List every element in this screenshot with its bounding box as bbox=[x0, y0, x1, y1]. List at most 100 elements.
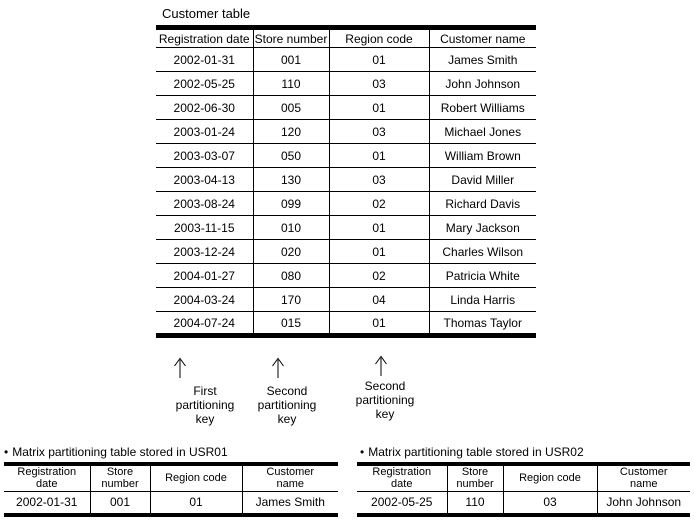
table-cell: 2003-08-24 bbox=[156, 191, 254, 216]
column-header-customer-name: Customer name bbox=[597, 464, 690, 492]
table-cell: 010 bbox=[253, 215, 330, 240]
table-cell: Charles Wilson bbox=[429, 239, 536, 264]
table-row: 2004-03-24 170 04 Linda Harris bbox=[156, 287, 536, 312]
table-cell: 04 bbox=[329, 287, 430, 312]
matrix-partitioning-table-usr02: Registration date Store number Region co… bbox=[357, 462, 690, 517]
matrix-partitioning-table-usr01: Registration date Store number Region co… bbox=[4, 462, 338, 517]
bullet-icon: • bbox=[4, 445, 9, 459]
table-row: 2003-12-24 020 01 Charles Wilson bbox=[156, 239, 536, 264]
matrix-table-header-row: Registration date Store number Region co… bbox=[357, 464, 690, 492]
table-cell: 050 bbox=[253, 143, 330, 168]
column-header-store-number: Store number bbox=[253, 27, 330, 48]
table-cell: Linda Harris bbox=[429, 287, 536, 312]
column-header-region-code: Region code bbox=[329, 27, 430, 48]
table-cell: Robert Williams bbox=[429, 95, 536, 120]
table-cell: 110 bbox=[253, 71, 330, 96]
up-arrow-icon bbox=[375, 355, 387, 376]
table-cell: 170 bbox=[253, 287, 330, 312]
column-header-registration-date: Registration date bbox=[357, 464, 448, 492]
up-arrow-icon bbox=[272, 357, 284, 378]
table-cell: 2002-06-30 bbox=[156, 95, 254, 120]
table-cell: 005 bbox=[253, 95, 330, 120]
table-cell: 03 bbox=[329, 119, 430, 144]
table-cell: 03 bbox=[329, 71, 430, 96]
column-header-customer-name: Customer name bbox=[242, 464, 338, 492]
table-cell: 2003-04-13 bbox=[156, 167, 254, 192]
second-partitioning-key-label: Second partitioning key bbox=[355, 379, 415, 421]
table-cell: 01 bbox=[150, 491, 243, 515]
table-cell: 2003-12-24 bbox=[156, 239, 254, 264]
table-cell: 020 bbox=[253, 239, 330, 264]
bullet-icon: • bbox=[360, 445, 365, 459]
table-row: 2003-01-24 120 03 Michael Jones bbox=[156, 119, 536, 144]
table-cell: 2002-05-25 bbox=[156, 71, 254, 96]
column-header-region-code: Region code bbox=[150, 464, 243, 492]
table-cell: David Miller bbox=[429, 167, 536, 192]
table-cell: Thomas Taylor bbox=[443, 315, 522, 330]
table-cell: 2004-07-24 bbox=[156, 311, 254, 336]
table-cell: 2004-03-24 bbox=[156, 287, 254, 312]
table-row: 2004-07-24 015 01 Thomas Taylor bbox=[156, 311, 536, 336]
table-row: 2002-05-25 110 03 John Johnson bbox=[156, 71, 536, 96]
table-row: 2002-05-25 110 03 John Johnson bbox=[357, 491, 690, 515]
table-cell: 2004-01-27 bbox=[156, 263, 254, 288]
table-cell: John Johnson bbox=[429, 71, 536, 96]
column-header-registration-date: Registration date bbox=[4, 464, 91, 492]
table-cell: 080 bbox=[253, 263, 330, 288]
table-row: 2003-11-15 010 01 Mary Jackson bbox=[156, 215, 536, 240]
customer-table-title: Customer table bbox=[162, 6, 251, 21]
table-cell: 130 bbox=[253, 167, 330, 192]
table-cell: 02 bbox=[329, 191, 430, 216]
table-row: 2002-06-30 005 01 Robert Williams bbox=[156, 95, 536, 120]
table-cell: James Smith bbox=[429, 47, 536, 72]
table-cell: Patricia White bbox=[429, 263, 536, 288]
table-cell: 01 bbox=[329, 95, 430, 120]
table-row: 2003-04-13 130 03 David Miller bbox=[156, 167, 536, 192]
table-cell: 120 bbox=[253, 119, 330, 144]
customer-table-header-row: Registration date Store number Region co… bbox=[156, 27, 536, 48]
table-cell: 2003-11-15 bbox=[156, 215, 254, 240]
table-cell: 03 bbox=[503, 491, 598, 515]
table-cell: 015 bbox=[253, 311, 330, 336]
table-cell: 01 bbox=[329, 239, 430, 264]
table-cell: 2002-01-31 bbox=[4, 491, 91, 515]
table-cell: 01 bbox=[329, 143, 430, 168]
column-header-store-number: Store number bbox=[90, 464, 151, 492]
table-row: 2002-01-31 001 01 James Smith bbox=[4, 491, 338, 515]
table-cell: 01 bbox=[329, 311, 430, 336]
table-cell: 110 bbox=[447, 491, 504, 515]
table-cell: 099 bbox=[253, 191, 330, 216]
matrix-table-usr02-title-text: Matrix partitioning table stored in USR0… bbox=[368, 445, 584, 459]
matrix-table-usr02-title: • Matrix partitioning table stored in USR… bbox=[360, 445, 584, 459]
table-cell: 001 bbox=[253, 47, 330, 72]
table-cell: 01 bbox=[329, 47, 430, 72]
table-cell: 2003-03-07 bbox=[156, 143, 254, 168]
table-row: 2002-01-31 001 01 James Smith bbox=[156, 47, 536, 72]
table-cell: 2002-05-25 bbox=[357, 491, 448, 515]
table-cell: Mary Jackson bbox=[429, 215, 536, 240]
table-cell: 2002-01-31 bbox=[156, 47, 254, 72]
table-cell: James Smith bbox=[255, 495, 325, 510]
table-row: 2004-01-27 080 02 Patricia White bbox=[156, 263, 536, 288]
table-cell: John Johnson bbox=[606, 495, 682, 510]
table-cell: 001 bbox=[90, 491, 151, 515]
column-header-customer-name: Customer name bbox=[429, 27, 536, 48]
table-row: 2003-08-24 099 02 Richard Davis bbox=[156, 191, 536, 216]
column-header-region-code: Region code bbox=[503, 464, 598, 492]
table-cell: 01 bbox=[329, 215, 430, 240]
second-partitioning-key-label: Second partitioning key bbox=[257, 384, 317, 426]
matrix-table-usr01-title: • Matrix partitioning table stored in USR… bbox=[4, 445, 228, 459]
table-cell: Michael Jones bbox=[429, 119, 536, 144]
table-cell: William Brown bbox=[429, 143, 536, 168]
up-arrow-icon bbox=[174, 357, 186, 378]
column-header-store-number: Store number bbox=[447, 464, 504, 492]
table-cell: Richard Davis bbox=[429, 191, 536, 216]
customer-table: Registration date Store number Region co… bbox=[156, 25, 536, 338]
table-cell: 2003-01-24 bbox=[156, 119, 254, 144]
table-cell: 02 bbox=[329, 263, 430, 288]
matrix-table-usr01-title-text: Matrix partitioning table stored in USR0… bbox=[12, 445, 228, 459]
table-row: 2003-03-07 050 01 William Brown bbox=[156, 143, 536, 168]
matrix-table-header-row: Registration date Store number Region co… bbox=[4, 464, 338, 492]
first-partitioning-key-label: First partitioning key bbox=[175, 384, 235, 426]
